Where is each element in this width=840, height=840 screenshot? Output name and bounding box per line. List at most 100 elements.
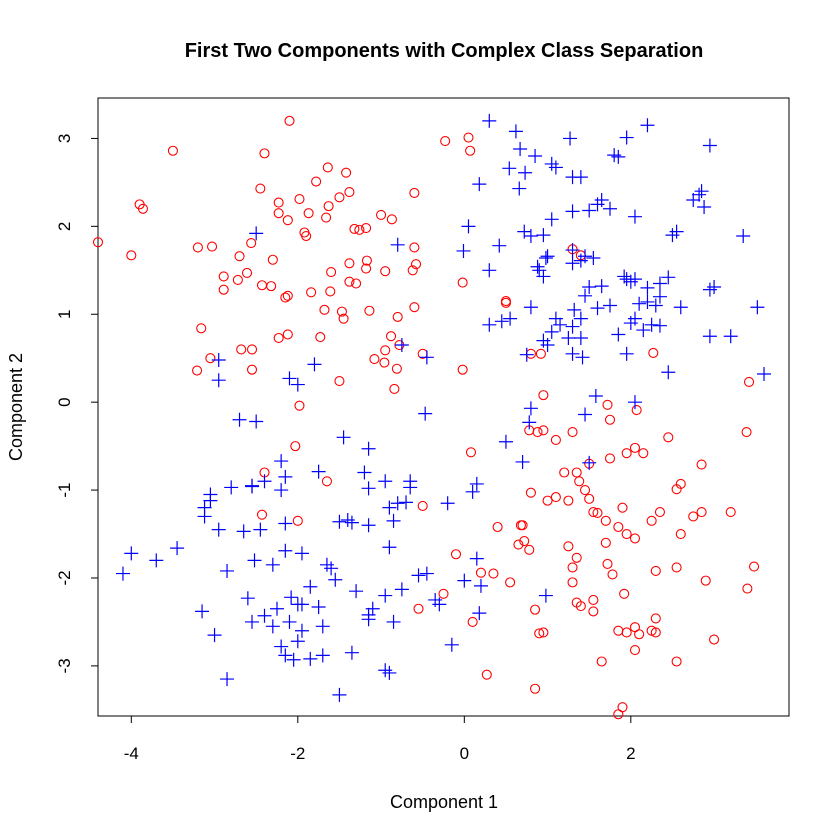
plus-point bbox=[519, 347, 534, 362]
plus-point bbox=[565, 346, 580, 361]
circle-point bbox=[629, 442, 641, 453]
plus-point bbox=[640, 280, 655, 295]
circle-point bbox=[321, 212, 332, 223]
plus-point bbox=[232, 412, 247, 427]
circle-point bbox=[613, 625, 624, 636]
plus-point bbox=[540, 249, 555, 264]
circle-point bbox=[675, 528, 686, 540]
circle-point bbox=[386, 214, 397, 225]
plus-point bbox=[582, 203, 597, 218]
plus-point bbox=[236, 524, 251, 539]
plus-point bbox=[386, 614, 401, 629]
plus-point bbox=[382, 540, 397, 555]
circle-point bbox=[273, 208, 284, 219]
x-tick-label: -2 bbox=[290, 744, 305, 763]
circle-point bbox=[334, 192, 345, 203]
circle-point bbox=[92, 237, 104, 248]
circle-point bbox=[167, 145, 178, 156]
circle-point bbox=[255, 183, 266, 194]
plus-point bbox=[603, 298, 618, 313]
plus-point bbox=[513, 141, 528, 156]
plus-point bbox=[390, 496, 405, 511]
circle-point bbox=[351, 278, 362, 289]
plus-point bbox=[357, 465, 372, 480]
circle-point bbox=[218, 271, 229, 282]
circle-point bbox=[282, 329, 293, 340]
circle-point bbox=[319, 304, 330, 315]
plus-point bbox=[536, 269, 551, 284]
plus-point bbox=[532, 263, 547, 278]
circle-point bbox=[267, 254, 278, 265]
plus-point bbox=[512, 181, 527, 196]
plus-point bbox=[278, 648, 293, 663]
circle-point bbox=[530, 604, 541, 615]
circle-point bbox=[457, 277, 468, 288]
circle-point bbox=[588, 594, 599, 606]
circle-point bbox=[602, 399, 613, 410]
circle-point bbox=[259, 148, 270, 159]
plus-point bbox=[619, 130, 634, 145]
plus-point bbox=[578, 288, 593, 303]
plus-point bbox=[211, 373, 226, 388]
circle-point bbox=[600, 537, 611, 548]
plus-point bbox=[265, 619, 280, 634]
plus-point bbox=[627, 311, 642, 326]
circle-point bbox=[349, 223, 360, 235]
plus-point bbox=[702, 138, 717, 153]
circle-point bbox=[617, 502, 628, 513]
plus-point bbox=[652, 289, 667, 304]
circle-point bbox=[475, 567, 487, 578]
circle-point bbox=[513, 539, 524, 550]
plus-point bbox=[723, 329, 738, 344]
y-tick-label: -2 bbox=[55, 570, 74, 585]
circle-point bbox=[743, 376, 755, 387]
plus-point bbox=[340, 512, 355, 527]
plus-point bbox=[661, 270, 676, 285]
plus-point bbox=[294, 597, 309, 612]
circle-point bbox=[341, 167, 352, 178]
circle-point bbox=[696, 459, 707, 470]
circle-point bbox=[617, 702, 628, 713]
circle-point bbox=[280, 292, 291, 303]
plus-point bbox=[692, 187, 707, 202]
y-axis-label: Component 2 bbox=[6, 353, 26, 461]
circle-point bbox=[575, 601, 586, 612]
circle-point bbox=[218, 284, 229, 295]
circle-point bbox=[303, 208, 314, 219]
circle-point bbox=[538, 627, 549, 638]
circle-point bbox=[574, 476, 585, 487]
circle-point bbox=[336, 306, 347, 317]
plus-point bbox=[382, 500, 397, 515]
circle-point bbox=[354, 224, 365, 235]
circle-point bbox=[571, 467, 582, 478]
plus-point bbox=[253, 522, 268, 537]
plus-point bbox=[619, 346, 634, 361]
circle-point bbox=[326, 267, 337, 278]
circle-point bbox=[584, 493, 595, 504]
plus-point bbox=[702, 282, 717, 297]
plus-point bbox=[508, 124, 523, 139]
plus-point bbox=[502, 161, 517, 176]
plus-point bbox=[548, 311, 563, 326]
plus-point bbox=[611, 327, 626, 342]
plus-point bbox=[284, 590, 299, 605]
plus-point bbox=[399, 495, 414, 510]
plus-point bbox=[319, 557, 334, 572]
plus-point bbox=[211, 352, 226, 367]
plus-point bbox=[265, 557, 280, 572]
circle-point bbox=[273, 332, 284, 344]
plus-point bbox=[586, 250, 601, 265]
plus-point bbox=[394, 338, 409, 353]
circle-point bbox=[392, 311, 403, 322]
circle-point bbox=[563, 541, 574, 552]
circle-point bbox=[440, 136, 451, 147]
circle-point bbox=[380, 345, 391, 356]
circle-point bbox=[290, 441, 301, 452]
plus-point bbox=[361, 481, 376, 496]
plus-point bbox=[249, 226, 264, 241]
circle-point bbox=[648, 347, 659, 358]
circle-point bbox=[519, 536, 530, 547]
plus-point bbox=[702, 329, 717, 344]
circle-point bbox=[361, 263, 372, 274]
circle-point bbox=[488, 568, 499, 579]
